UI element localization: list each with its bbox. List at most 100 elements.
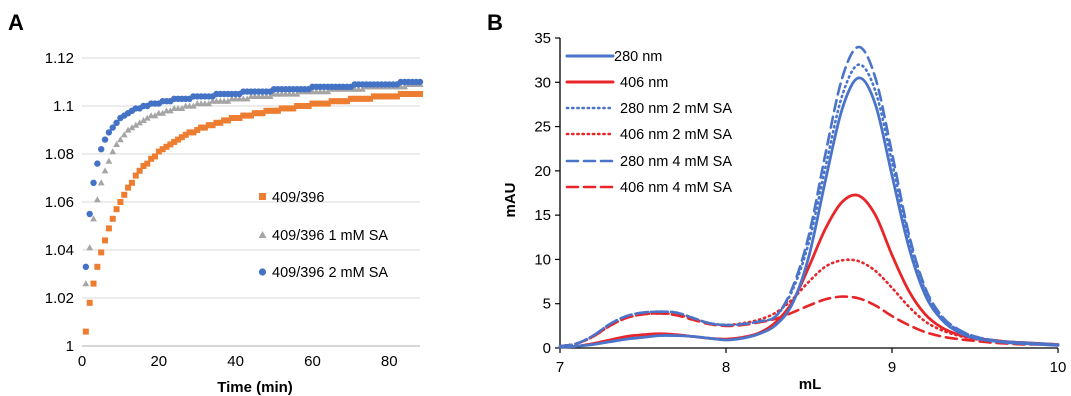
x-tick-label: 9 <box>888 359 896 376</box>
data-point <box>113 141 120 147</box>
data-point <box>370 93 377 100</box>
data-point <box>189 102 197 109</box>
series-line <box>558 76 1060 349</box>
data-point <box>266 93 274 99</box>
data-point <box>363 95 370 102</box>
y-tick-label: 35 <box>534 30 551 47</box>
series-line <box>558 193 1060 349</box>
legend-label: 280 nm 2 mM SA <box>620 101 732 117</box>
y-tick-label: 1.12 <box>45 50 74 67</box>
panel-a-label: A <box>8 10 24 35</box>
legend-marker-square <box>259 193 266 200</box>
data-point <box>117 199 124 205</box>
data-point <box>324 100 331 107</box>
x-tick-label: 40 <box>227 353 244 370</box>
panel-a-x-ticks: 0 20 40 60 80 <box>78 353 398 370</box>
data-point <box>82 263 90 270</box>
data-point <box>144 160 151 167</box>
y-tick-label: 1.1 <box>53 98 74 115</box>
panel-b: B 0 5 10 15 20 25 30 35 7 8 9 10 mL mAU 280 nm 406… <box>487 10 1066 393</box>
panel-a-x-axis-title: Time (min) <box>217 379 293 396</box>
data-point <box>113 206 120 213</box>
data-point <box>317 100 324 107</box>
data-point <box>94 160 101 167</box>
panel-b-axes <box>559 38 1058 349</box>
data-point <box>324 88 332 95</box>
data-point <box>136 167 143 174</box>
data-point <box>236 115 243 121</box>
panel-b-legend: 280 nm 406 nm 280 nm 2 mM SA 406 nm 2 mM… <box>565 49 732 196</box>
data-point <box>201 124 208 131</box>
data-point <box>121 191 128 198</box>
y-tick-label: 30 <box>534 74 551 91</box>
data-point <box>198 124 205 131</box>
data-point <box>224 117 231 124</box>
data-point <box>328 98 335 105</box>
x-tick-label: 0 <box>78 353 86 370</box>
legend-item-280nm-4mm-sa: 280 nm 4 mM SA <box>565 154 732 170</box>
legend-marker-triangle <box>258 231 267 238</box>
data-point <box>274 107 281 114</box>
panel-b-y-ticks: 0 5 10 15 20 25 30 35 <box>534 30 560 357</box>
legend-item-406nm-2mm-sa: 406 nm 2 mM SA <box>565 127 732 143</box>
series-line <box>558 258 1060 348</box>
data-point <box>251 110 258 117</box>
data-point <box>417 91 423 97</box>
data-point <box>224 97 232 104</box>
data-point <box>340 98 347 105</box>
series-line <box>558 63 1060 348</box>
series-line <box>558 295 1060 348</box>
data-point <box>86 210 93 218</box>
data-point <box>297 103 304 109</box>
data-point <box>320 100 327 107</box>
data-point <box>309 100 316 107</box>
x-tick-label: 10 <box>1050 359 1067 376</box>
y-tick-label: 20 <box>534 163 551 180</box>
data-point <box>190 129 197 136</box>
data-point <box>90 280 97 287</box>
data-point <box>178 105 186 111</box>
data-point <box>228 115 235 121</box>
data-point <box>293 90 301 97</box>
data-point <box>286 105 293 112</box>
data-point <box>336 98 343 105</box>
data-point <box>305 103 312 109</box>
data-point <box>132 121 140 128</box>
data-point <box>332 98 339 105</box>
data-point <box>255 110 262 117</box>
data-point <box>105 225 112 232</box>
panel-b-y-axis-title: mAU <box>502 182 519 217</box>
legend-label: 406 nm 2 mM SA <box>620 127 732 143</box>
series-square <box>82 91 423 335</box>
data-point <box>98 146 105 153</box>
data-point <box>217 119 224 126</box>
data-point <box>159 109 167 116</box>
data-point <box>94 263 101 270</box>
panel-a-y-ticks: 1 1.02 1.04 1.06 1.08 1.1 1.12 <box>45 50 74 355</box>
data-point <box>90 215 97 222</box>
data-point <box>397 91 404 97</box>
x-tick-label: 80 <box>381 353 398 370</box>
data-point <box>128 124 136 131</box>
data-point <box>109 215 116 222</box>
panel-b-series-lines <box>558 45 1060 349</box>
x-tick-label: 8 <box>722 359 730 376</box>
data-point <box>175 136 182 143</box>
data-point <box>86 244 94 251</box>
legend-item-406nm: 406 nm <box>565 75 668 91</box>
data-point <box>282 105 289 112</box>
data-point <box>240 112 247 119</box>
series-triangle <box>82 81 424 287</box>
data-point <box>205 100 213 107</box>
panel-a: A 1 1.02 1.04 1.06 1.08 1.1 1.12 0 20 40 60 80 Tim… <box>8 10 424 396</box>
data-point <box>109 124 116 131</box>
data-point <box>243 95 251 102</box>
panel-b-x-axis-title: mL <box>799 376 822 393</box>
legend-label: 409/396 2 mM SA <box>272 265 388 281</box>
data-point <box>120 131 128 138</box>
legend-item-280nm: 280 nm <box>565 49 662 65</box>
data-point <box>124 126 132 133</box>
data-point <box>143 114 151 121</box>
data-point <box>171 139 178 145</box>
data-point <box>148 155 155 162</box>
